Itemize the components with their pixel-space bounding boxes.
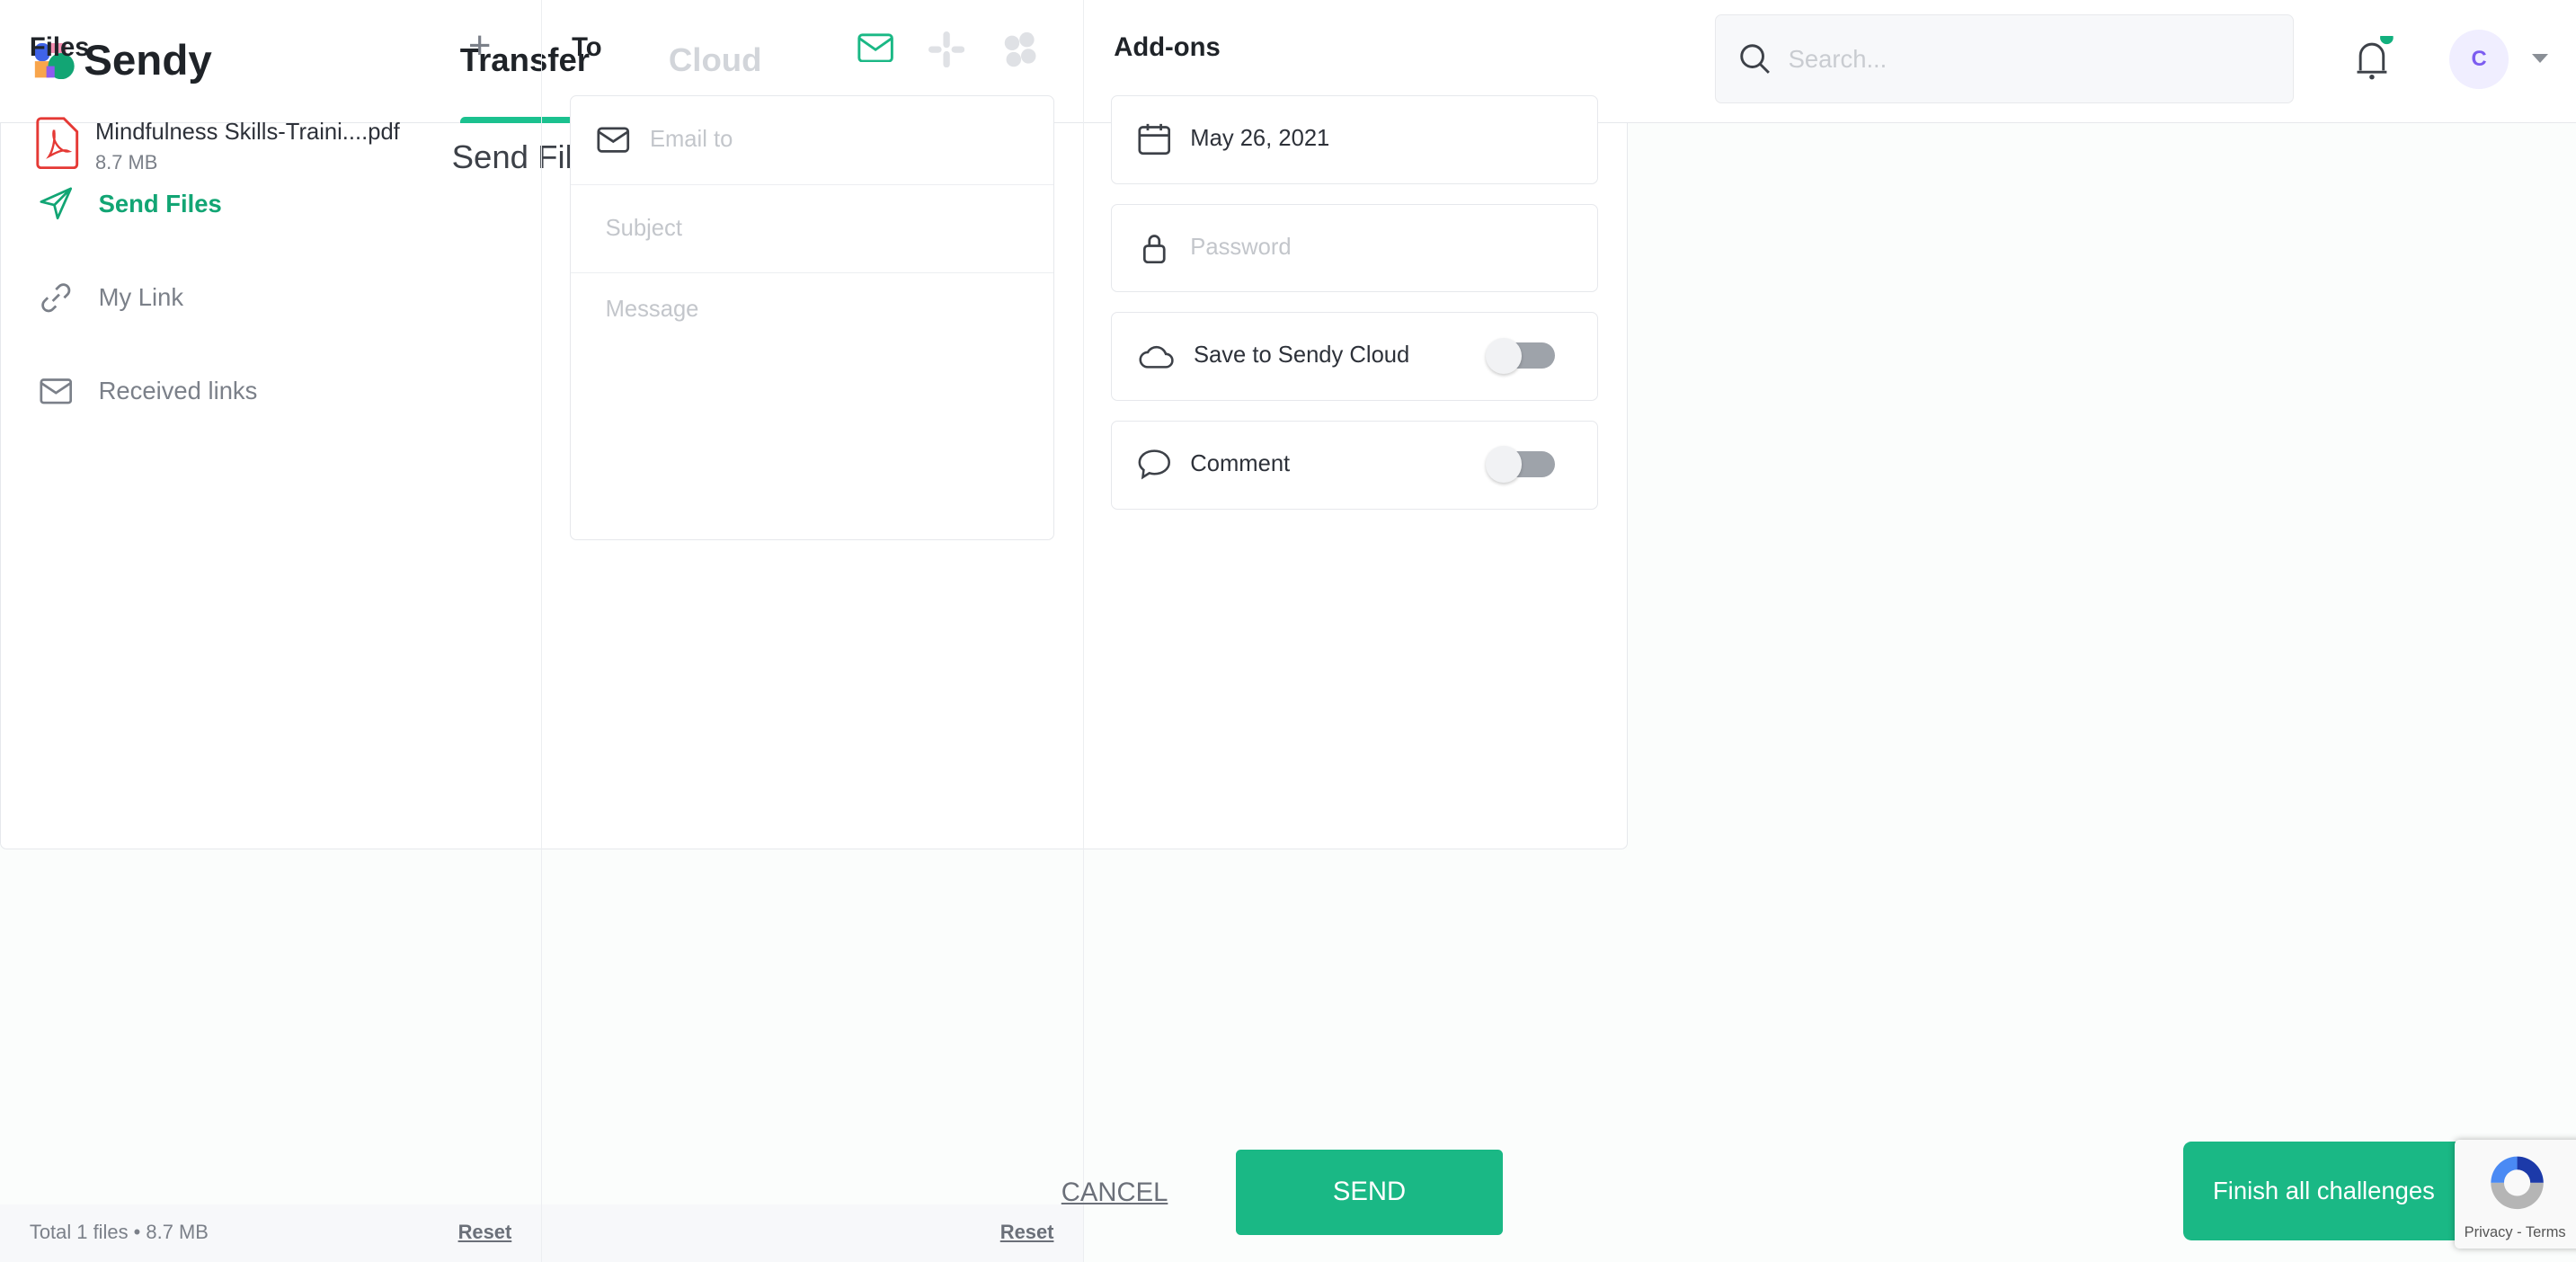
sidebar-item-label: Received links — [98, 377, 258, 404]
tab-transfer[interactable]: Transfer — [459, 40, 591, 78]
comment-toggle[interactable] — [1486, 446, 1555, 483]
save-cloud-option: Save to Sendy Cloud — [1110, 312, 1599, 401]
search-icon — [1740, 43, 1770, 74]
comment-icon — [1138, 449, 1170, 480]
notifications-button[interactable] — [2352, 31, 2395, 93]
file-size: 8.7 MB — [94, 150, 158, 173]
active-tab-indicator — [459, 116, 583, 124]
mail-icon — [597, 127, 630, 153]
addons-header: Add-ons — [1114, 32, 1221, 62]
logo[interactable]: Sendy — [33, 36, 212, 85]
add-file-icon[interactable]: + — [467, 22, 492, 67]
addons-panel: Add-ons May 26, 2021 Save to Sendy Cloud… — [1084, 0, 1628, 1262]
subject-row — [571, 185, 1054, 274]
sendy-logo-icon — [34, 42, 75, 79]
tab-cloud[interactable]: Cloud — [668, 40, 762, 78]
chevron-down-icon[interactable] — [2531, 54, 2548, 65]
files-header: Files — [29, 32, 90, 62]
pdf-icon — [36, 117, 79, 169]
send-icon — [40, 187, 72, 220]
message-form — [570, 95, 1055, 541]
sidebar-item-send-files[interactable]: Send Files — [40, 187, 222, 220]
password-field[interactable] — [1110, 203, 1599, 293]
files-panel: Files + Mindfulness Skills-Traini....pdf… — [0, 0, 543, 1262]
lock-icon — [1142, 235, 1166, 263]
link-icon — [41, 282, 71, 312]
to-footer: Reset — [542, 1204, 1084, 1262]
other-channel-icon[interactable] — [1002, 31, 1038, 67]
message-input[interactable] — [605, 296, 1033, 527]
email-row — [571, 96, 1054, 185]
sidebar-item-my-link[interactable]: My Link — [40, 281, 183, 315]
app-name: Sendy — [84, 37, 212, 85]
comment-label: Comment — [1190, 450, 1291, 476]
expiry-date-value: May 26, 2021 — [1190, 126, 1330, 152]
comment-option: Comment — [1110, 420, 1599, 510]
save-cloud-label: Save to Sendy Cloud — [1193, 342, 1410, 369]
subject-input[interactable] — [605, 216, 1033, 243]
to-header: To — [572, 32, 602, 62]
search-box[interactable] — [1715, 14, 2294, 104]
slack-icon[interactable] — [928, 31, 964, 67]
sidebar-item-received-links[interactable]: Received links — [40, 375, 257, 408]
search-input[interactable] — [1788, 44, 2249, 74]
calendar-icon — [1138, 124, 1170, 156]
avatar[interactable]: C — [2449, 29, 2509, 89]
expiry-date-field[interactable]: May 26, 2021 — [1110, 95, 1599, 184]
email-to-input[interactable] — [649, 127, 1028, 154]
sidebar-item-label: Send Files — [98, 189, 222, 218]
send-card: Files + Mindfulness Skills-Traini....pdf… — [0, 0, 1629, 1262]
file-item[interactable]: Mindfulness Skills-Traini....pdf 8.7 MB — [36, 117, 400, 174]
message-row — [571, 273, 1053, 536]
file-name: Mindfulness Skills-Traini....pdf — [94, 120, 400, 146]
cancel-button[interactable]: CANCEL — [1061, 1178, 1168, 1207]
email-channel-icon[interactable] — [857, 32, 893, 63]
bell-icon — [2357, 31, 2394, 80]
sidebar-item-label: My Link — [98, 282, 184, 311]
mail-icon — [40, 378, 72, 404]
files-footer: Total 1 files • 8.7 MB Reset — [0, 1204, 542, 1262]
recaptcha-badge[interactable]: Privacy - Terms — [2454, 1140, 2576, 1249]
finish-challenges-button[interactable]: Finish all challenges — [2183, 1142, 2480, 1240]
to-panel: To Reset — [542, 0, 1085, 1262]
to-reset-link[interactable]: Reset — [999, 1221, 1054, 1244]
save-cloud-toggle[interactable] — [1486, 337, 1555, 374]
recaptcha-links[interactable]: Privacy - Terms — [2464, 1223, 2566, 1240]
files-reset-link[interactable]: Reset — [457, 1221, 512, 1244]
files-summary: Total 1 files • 8.7 MB — [29, 1221, 209, 1244]
recaptcha-icon — [2490, 1156, 2544, 1210]
cloud-icon — [1139, 346, 1174, 369]
password-input[interactable] — [1190, 234, 1552, 261]
send-button[interactable]: SEND — [1235, 1150, 1504, 1236]
